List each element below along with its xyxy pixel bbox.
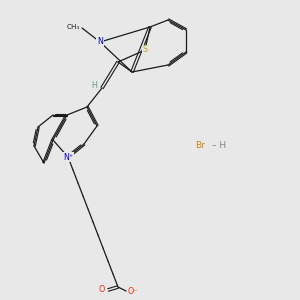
Text: O: O (99, 284, 105, 293)
Text: CH₃: CH₃ (67, 24, 80, 30)
Text: S: S (142, 46, 148, 55)
Text: – H: – H (212, 140, 226, 149)
Text: O⁻: O⁻ (128, 287, 138, 296)
Text: Br: Br (195, 140, 205, 149)
Text: H: H (91, 80, 97, 89)
Text: N⁺: N⁺ (63, 152, 73, 161)
Text: N: N (97, 38, 103, 46)
